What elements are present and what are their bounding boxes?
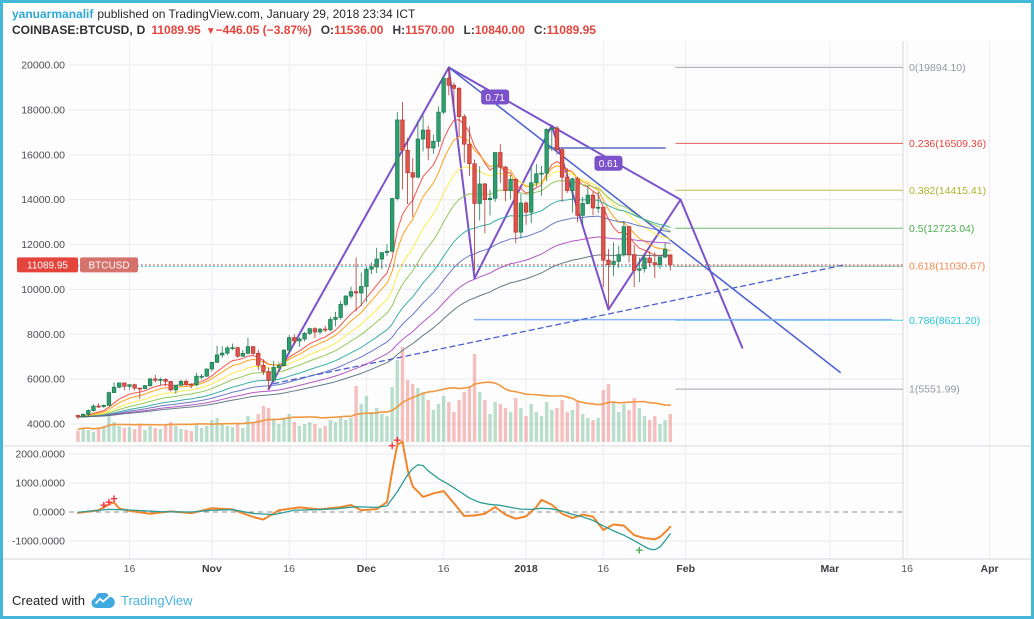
volume-series bbox=[76, 347, 672, 442]
symbol-tag-label: BTCUSD bbox=[88, 260, 129, 271]
x-axis-label: Apr bbox=[981, 563, 999, 575]
close-label: C: bbox=[533, 23, 547, 37]
x-axis-label: Feb bbox=[676, 563, 695, 575]
published-text: published on TradingView.com, January 29… bbox=[97, 7, 416, 21]
fib-level-label: 0.5(12723.04) bbox=[909, 223, 974, 235]
fib-level-label: 0.618(11030.67) bbox=[909, 261, 985, 273]
fib-flag bbox=[594, 155, 623, 171]
signal-marker: + bbox=[100, 497, 108, 512]
ema-line bbox=[77, 166, 671, 418]
fib-flag-label: 0.61 bbox=[599, 159, 619, 170]
ema-line bbox=[77, 198, 671, 418]
price-axis-label: 18000.00 bbox=[21, 104, 65, 116]
interval-label: D bbox=[136, 23, 146, 37]
x-axis-label: 16 bbox=[283, 563, 295, 575]
price-axis-label: 16000.00 bbox=[21, 149, 65, 161]
symbol-info-bar: COINBASE:BTCUSD, D 11089.95 ▼−446.05 (−3.87… bbox=[3, 21, 1031, 41]
price-axis-label: 8000.00 bbox=[27, 329, 65, 341]
fib-level-label: 0.236(16509.36) bbox=[909, 138, 986, 150]
price-axis-label: 20000.00 bbox=[21, 60, 65, 72]
high-value: 11570.00 bbox=[405, 23, 455, 37]
open-value: 11536.00 bbox=[334, 23, 384, 37]
ema-line bbox=[77, 236, 671, 418]
fib-level-label: 1(5551.99) bbox=[909, 384, 960, 396]
fib-flag-label: 0.71 bbox=[485, 93, 505, 104]
candlestick-series bbox=[75, 67, 673, 420]
price-axis-label: 10000.00 bbox=[21, 284, 65, 296]
signal-marker: + bbox=[394, 432, 402, 447]
tradingview-logo-icon bbox=[91, 592, 115, 608]
x-axis-label: 16 bbox=[597, 563, 609, 575]
x-axis-label: 16 bbox=[438, 563, 450, 575]
ema-line bbox=[77, 215, 671, 418]
price-axis-label: 6000.00 bbox=[27, 374, 65, 386]
trend-line bbox=[447, 66, 682, 201]
oscillator-axis-label: 0.0000 bbox=[33, 507, 65, 519]
symbol-tag bbox=[80, 257, 138, 273]
x-axis-label: 2018 bbox=[514, 563, 538, 575]
change-value: −446.05 (−3.87%) bbox=[215, 23, 312, 37]
chart-background bbox=[3, 41, 1031, 559]
open-label: O: bbox=[320, 23, 335, 37]
high-label: H: bbox=[392, 23, 406, 37]
signal-marker: + bbox=[105, 494, 113, 509]
fib-flag bbox=[481, 89, 510, 105]
price-down-arrow-icon: ▼ bbox=[205, 26, 216, 37]
price-axis-label: 4000.00 bbox=[27, 419, 65, 431]
x-axis-label: Dec bbox=[357, 563, 376, 575]
publish-info-bar: yanuarmanalif published on TradingView.co… bbox=[3, 3, 1031, 21]
volume-ma-line bbox=[77, 381, 672, 431]
low-label: L: bbox=[463, 23, 475, 37]
x-axis-label: 16 bbox=[901, 563, 913, 575]
chart-svg: 20000.00 18000.00 16000.00 14000.00 12000.00… bbox=[3, 41, 1031, 575]
oscillator-axis-label: -1000.0000 bbox=[12, 536, 65, 548]
tradingview-brand[interactable]: TradingView bbox=[120, 593, 193, 608]
signal-marker: + bbox=[110, 491, 118, 506]
created-with-text: Created with bbox=[12, 593, 85, 608]
close-value: 11089.95 bbox=[546, 23, 596, 37]
price-axis-label: 14000.00 bbox=[21, 194, 65, 206]
x-axis-label: Nov bbox=[202, 563, 222, 575]
ema-line bbox=[77, 254, 671, 418]
trend-line bbox=[273, 264, 846, 385]
last-price: 11089.95 bbox=[151, 23, 201, 37]
fib-level-label: 0.382(14415.41) bbox=[909, 185, 986, 197]
fib-level-label: 0.786(8621.20) bbox=[909, 315, 980, 327]
oscillator-line bbox=[77, 464, 671, 551]
author-link[interactable]: yanuarmanalif bbox=[12, 7, 94, 21]
oscillator-axis-label: 1000.0000 bbox=[15, 478, 65, 490]
last-price-tag-label: 11089.95 bbox=[27, 260, 68, 271]
footer-bar: Created with TradingView bbox=[3, 584, 1031, 616]
signal-marker: + bbox=[636, 542, 644, 557]
x-axis-label: Mar bbox=[821, 563, 840, 575]
fib-level-label: 0(19894.10) bbox=[909, 62, 966, 74]
oscillator-axis-label: 2000.0000 bbox=[15, 449, 65, 461]
symbol-name[interactable]: COINBASE:BTCUSD, bbox=[12, 23, 133, 37]
signal-marker: + bbox=[388, 438, 396, 453]
oscillator-line bbox=[77, 440, 672, 541]
last-price-tag bbox=[17, 257, 78, 273]
price-axis-label: 12000.00 bbox=[21, 239, 65, 251]
x-axis-label: 16 bbox=[124, 563, 136, 575]
low-value: 10840.00 bbox=[474, 23, 525, 37]
